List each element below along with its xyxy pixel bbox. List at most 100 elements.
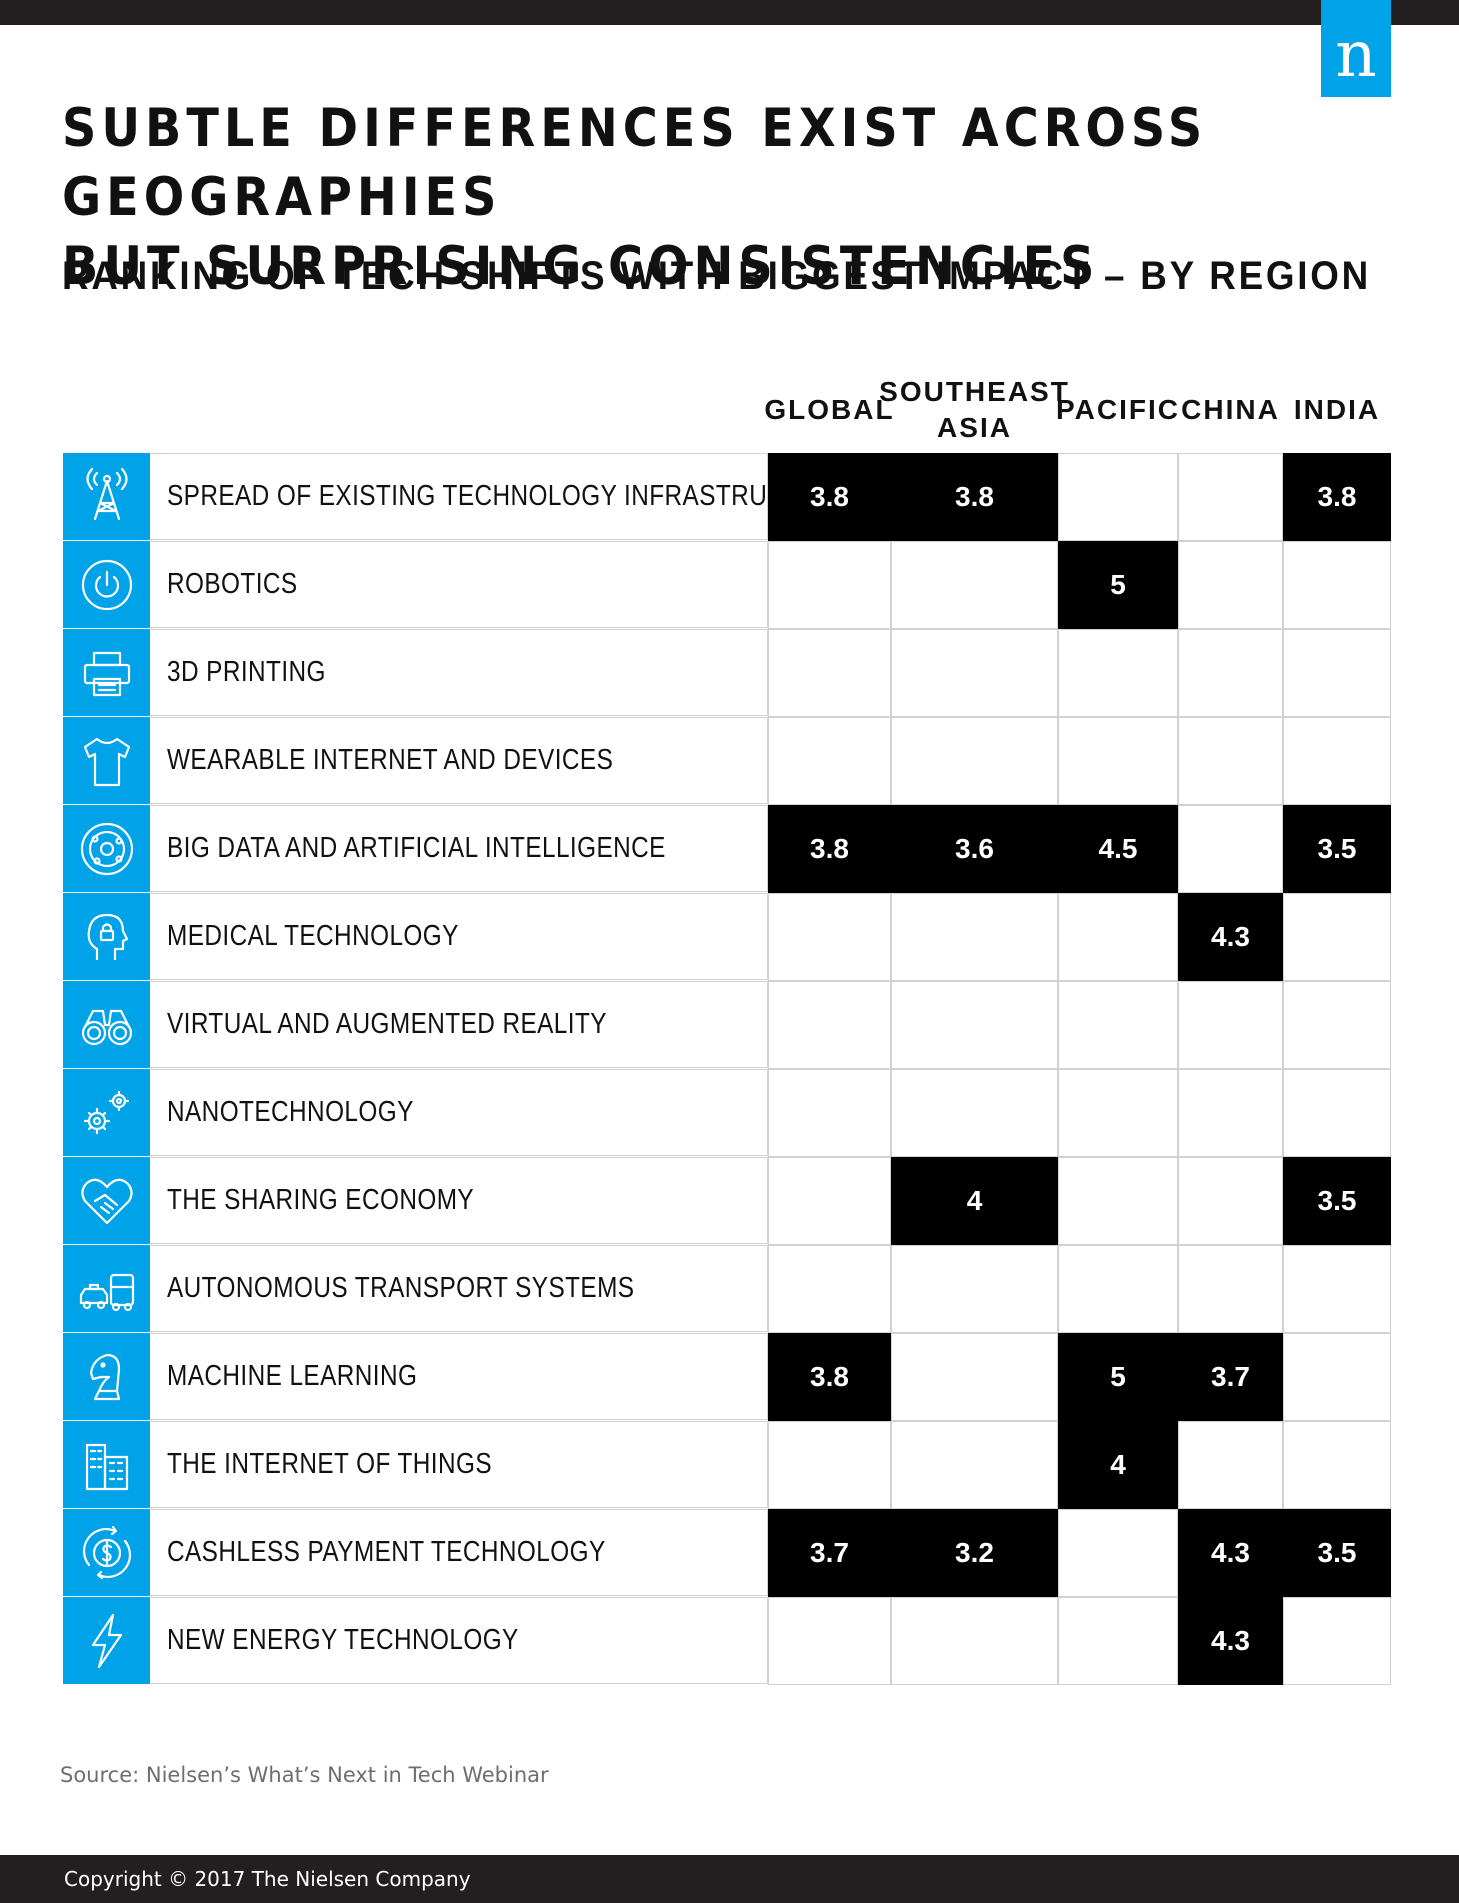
table-row: AUTONOMOUS TRANSPORT SYSTEMS bbox=[63, 1245, 1391, 1333]
value-cell-india: 3.5 bbox=[1283, 1157, 1391, 1245]
lightning-bolt-icon bbox=[63, 1597, 150, 1684]
empty-cell-china bbox=[1178, 1069, 1283, 1157]
value-cell-pacific: 5 bbox=[1058, 1333, 1178, 1421]
row-label: ROBOTICS bbox=[151, 541, 768, 628]
table-row: MACHINE LEARNING 3.8 5 3.7 bbox=[63, 1333, 1391, 1421]
row-label: MEDICAL TECHNOLOGY bbox=[151, 893, 768, 980]
value-cell-pacific: 4.5 bbox=[1058, 805, 1178, 893]
dollar-coin-icon bbox=[63, 1509, 150, 1596]
top-bar bbox=[0, 0, 1459, 25]
empty-cell-india bbox=[1283, 893, 1391, 981]
table-row: ROBOTICS 5 bbox=[63, 541, 1391, 629]
empty-cell-global bbox=[768, 981, 891, 1069]
value-cell-india: 3.5 bbox=[1283, 805, 1391, 893]
binoculars-icon bbox=[63, 981, 150, 1068]
row-label-text: NANOTECHNOLOGY bbox=[167, 1096, 414, 1128]
row-label: NANOTECHNOLOGY bbox=[151, 1069, 768, 1156]
empty-cell-pacific bbox=[1058, 453, 1178, 541]
empty-cell-global bbox=[768, 1069, 891, 1157]
row-label: VIRTUAL AND AUGMENTED REALITY bbox=[151, 981, 768, 1068]
empty-cell-southeast-asia bbox=[891, 1421, 1058, 1509]
value-cell-china: 3.7 bbox=[1178, 1333, 1283, 1421]
empty-cell-china bbox=[1178, 981, 1283, 1069]
value-cell-southeast-asia: 3.6 bbox=[891, 805, 1058, 893]
empty-cell-southeast-asia bbox=[891, 1069, 1058, 1157]
table-row: 3D PRINTING bbox=[63, 629, 1391, 717]
empty-cell-pacific bbox=[1058, 629, 1178, 717]
value-cell-global: 3.8 bbox=[768, 453, 891, 541]
table-row: NEW ENERGY TECHNOLOGY 4.3 bbox=[63, 1597, 1391, 1685]
buildings-icon bbox=[63, 1421, 150, 1508]
empty-cell-china bbox=[1178, 805, 1283, 893]
table-row: THE SHARING ECONOMY 4 3.5 bbox=[63, 1157, 1391, 1245]
chess-knight-icon bbox=[63, 1333, 150, 1420]
row-label-text: NEW ENERGY TECHNOLOGY bbox=[167, 1624, 519, 1656]
row-label: CASHLESS PAYMENT TECHNOLOGY bbox=[151, 1509, 768, 1596]
source-note: Source: Nielsen’s What’s Next in Tech We… bbox=[60, 1763, 549, 1787]
page-title: SUBTLE DIFFERENCES EXIST ACROSS GEOGRAPH… bbox=[62, 98, 1208, 297]
empty-cell-southeast-asia bbox=[891, 893, 1058, 981]
row-label: AUTONOMOUS TRANSPORT SYSTEMS bbox=[151, 1245, 768, 1332]
row-label-text: MEDICAL TECHNOLOGY bbox=[167, 920, 459, 952]
column-header-pacific: PACIFIC bbox=[1056, 394, 1180, 425]
row-label-text: BIG DATA AND ARTIFICIAL INTELLIGENCE bbox=[167, 832, 666, 864]
row-label: 3D PRINTING bbox=[151, 629, 768, 716]
column-header-southeast-asia: SOUTHEAST ASIA bbox=[879, 376, 1070, 443]
row-label: WEARABLE INTERNET AND DEVICES bbox=[151, 717, 768, 804]
empty-cell-pacific bbox=[1058, 1069, 1178, 1157]
empty-cell-global bbox=[768, 717, 891, 805]
footer-bar: Copyright © 2017 The Nielsen Company bbox=[0, 1855, 1459, 1903]
empty-cell-india bbox=[1283, 717, 1391, 805]
empty-cell-china bbox=[1178, 629, 1283, 717]
row-label-text: THE INTERNET OF THINGS bbox=[167, 1448, 493, 1480]
column-header-china: CHINA bbox=[1181, 394, 1280, 425]
value-cell-china: 4.3 bbox=[1178, 893, 1283, 981]
empty-cell-pacific bbox=[1058, 1157, 1178, 1245]
empty-cell-global bbox=[768, 1157, 891, 1245]
printer-icon bbox=[63, 629, 150, 716]
empty-cell-southeast-asia bbox=[891, 1333, 1058, 1421]
table-row: NANOTECHNOLOGY bbox=[63, 1069, 1391, 1157]
empty-cell-china bbox=[1178, 1421, 1283, 1509]
empty-cell-china bbox=[1178, 1157, 1283, 1245]
empty-cell-global bbox=[768, 541, 891, 629]
handshake-heart-icon bbox=[63, 1157, 150, 1244]
row-label-text: CASHLESS PAYMENT TECHNOLOGY bbox=[167, 1536, 606, 1568]
power-button-icon bbox=[63, 541, 150, 628]
value-cell-china: 4.3 bbox=[1178, 1597, 1283, 1685]
empty-cell-china bbox=[1178, 541, 1283, 629]
empty-cell-southeast-asia bbox=[891, 629, 1058, 717]
table-row: CASHLESS PAYMENT TECHNOLOGY 3.7 3.2 4.3 3.5 bbox=[63, 1509, 1391, 1597]
empty-cell-pacific bbox=[1058, 1509, 1178, 1597]
head-lock-icon bbox=[63, 893, 150, 980]
row-label: SPREAD OF EXISTING TECHNOLOGY INFRASTRUC… bbox=[151, 453, 853, 540]
page-subtitle: RANKING OF TECH SHIFTS WITH BIGGEST IMPA… bbox=[62, 254, 1371, 298]
value-cell-global: 3.7 bbox=[768, 1509, 891, 1597]
copyright-text: Copyright © 2017 The Nielsen Company bbox=[64, 1867, 471, 1891]
empty-cell-southeast-asia bbox=[891, 1597, 1058, 1685]
nielsen-logo: n bbox=[1321, 0, 1391, 97]
empty-cell-india bbox=[1283, 1597, 1391, 1685]
value-cell-china: 4.3 bbox=[1178, 1509, 1283, 1597]
table-row: MEDICAL TECHNOLOGY 4.3 bbox=[63, 893, 1391, 981]
gears-icon bbox=[63, 1069, 150, 1156]
value-cell-global: 3.8 bbox=[768, 1333, 891, 1421]
value-cell-southeast-asia: 3.2 bbox=[891, 1509, 1058, 1597]
empty-cell-china bbox=[1178, 453, 1283, 541]
table-row: SPREAD OF EXISTING TECHNOLOGY INFRASTRUC… bbox=[63, 453, 1391, 541]
column-header-india: INDIA bbox=[1293, 394, 1381, 425]
table-row: WEARABLE INTERNET AND DEVICES bbox=[63, 717, 1391, 805]
row-label-text: THE SHARING ECONOMY bbox=[167, 1184, 475, 1216]
row-label: THE INTERNET OF THINGS bbox=[151, 1421, 768, 1508]
empty-cell-india bbox=[1283, 1069, 1391, 1157]
table-row: VIRTUAL AND AUGMENTED REALITY bbox=[63, 981, 1391, 1069]
row-label-text: 3D PRINTING bbox=[167, 656, 326, 688]
value-cell-pacific: 4 bbox=[1058, 1421, 1178, 1509]
empty-cell-india bbox=[1283, 1421, 1391, 1509]
empty-cell-global bbox=[768, 629, 891, 717]
empty-cell-southeast-asia bbox=[891, 1245, 1058, 1333]
value-cell-global: 3.8 bbox=[768, 805, 891, 893]
row-label: BIG DATA AND ARTIFICIAL INTELLIGENCE bbox=[151, 805, 768, 892]
empty-cell-global bbox=[768, 893, 891, 981]
antenna-tower-icon bbox=[63, 453, 150, 540]
